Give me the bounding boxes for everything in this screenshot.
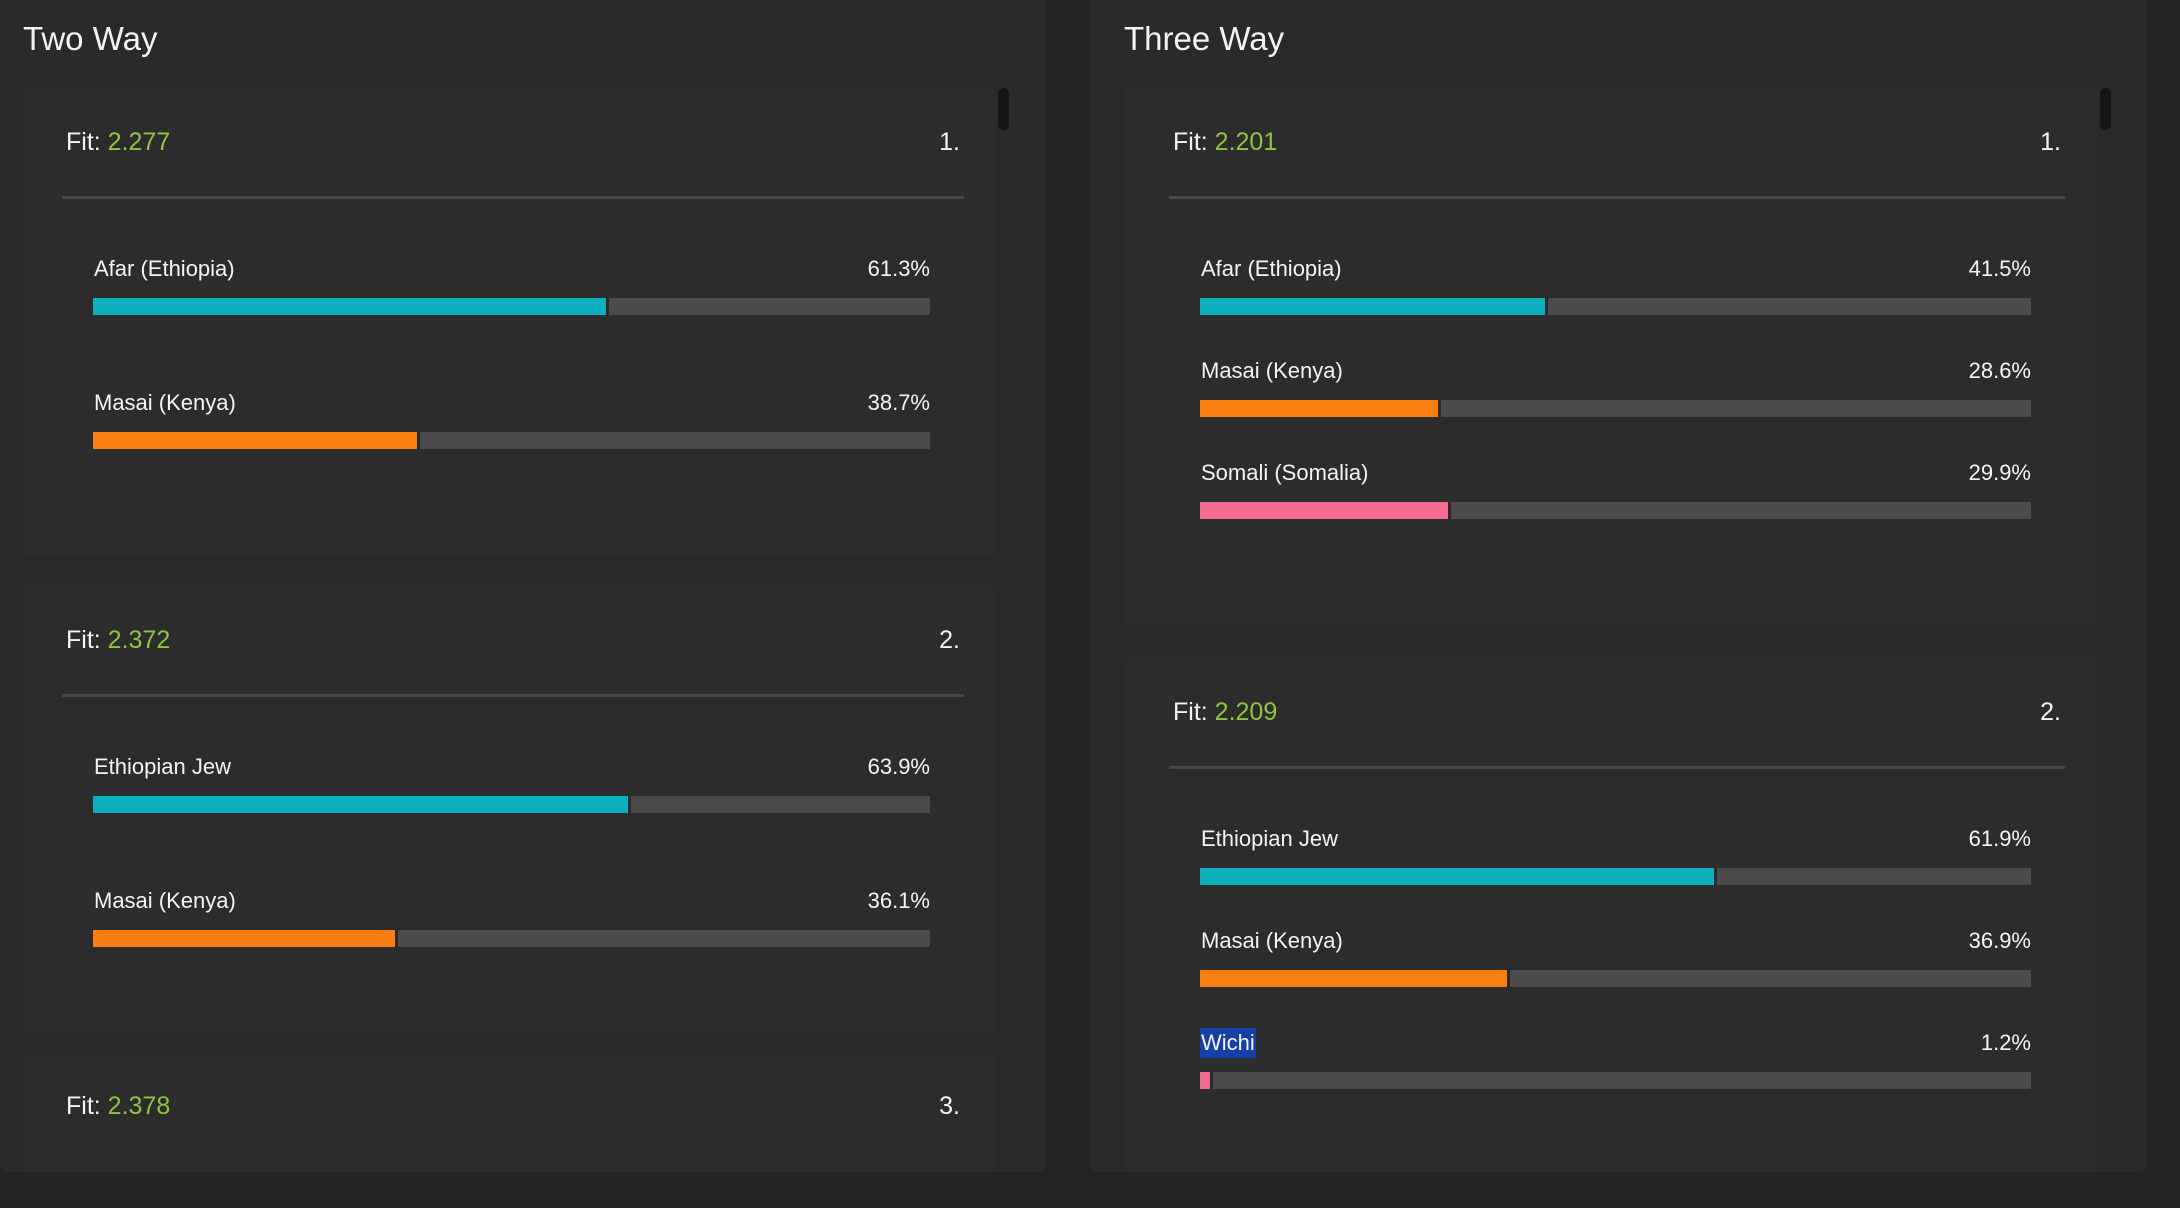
fit-value: 2.378 <box>107 1092 171 1120</box>
two-way-results-list[interactable]: Fit: 2.277 1. Afar (Ethiopia) 61.3% Masai (K… <box>18 84 1018 1172</box>
population-row: Afar (Ethiopia) 61.3% <box>93 254 930 324</box>
progress-fill <box>1200 400 1441 417</box>
fit-row: Fit: 2.378 3. <box>66 1092 960 1128</box>
population-row: Masai (Kenya) 36.1% <box>93 886 930 956</box>
progress-track <box>1200 1072 2031 1089</box>
population-name[interactable]: Wichi <box>1200 1028 1256 1058</box>
result-card: Fit: 2.201 1. Afar (Ethiopia) 41.5% Masai (K… <box>1125 86 2097 626</box>
progress-fill <box>93 930 399 947</box>
progress-track <box>1200 298 2031 315</box>
fit-row: Fit: 2.209 2. <box>1173 698 2061 734</box>
population-name[interactable]: Afar (Ethiopia) <box>1201 256 1342 281</box>
population-name[interactable]: Masai (Kenya) <box>94 390 236 415</box>
three-way-scrollbar[interactable] <box>2100 88 2111 130</box>
population-percent: 28.6% <box>1968 358 2031 383</box>
progress-track <box>1200 400 2031 417</box>
progress-track <box>1200 970 2031 987</box>
population-name[interactable]: Masai (Kenya) <box>1201 358 1343 383</box>
fit-label: Fit: <box>1173 698 1208 726</box>
progress-track <box>93 930 930 947</box>
rank-number: 2. <box>2040 698 2061 726</box>
three-way-results-list[interactable]: Fit: 2.201 1. Afar (Ethiopia) 41.5% Masai (K… <box>1125 84 2125 1172</box>
population-row: Somali (Somalia) 29.9% <box>1200 458 2031 528</box>
three-way-panel: Three Way Fit: 2.201 1. Afar (Ethiopia) 41.… <box>1089 0 2147 1172</box>
result-card: Fit: 2.277 1. Afar (Ethiopia) 61.3% Masai (K… <box>18 86 996 556</box>
population-name[interactable]: Ethiopian Jew <box>94 754 231 779</box>
card-divider <box>62 694 964 697</box>
progress-track <box>93 432 930 449</box>
population-row: Afar (Ethiopia) 41.5% <box>1200 254 2031 324</box>
population-percent: 41.5% <box>1968 256 2031 281</box>
population-percent: 38.7% <box>867 390 930 415</box>
fit-value: 2.277 <box>107 128 171 156</box>
progress-fill <box>1200 868 1718 885</box>
progress-track <box>93 796 930 813</box>
card-divider <box>1169 196 2065 199</box>
fit-row: Fit: 2.372 2. <box>66 626 960 662</box>
population-percent: 61.9% <box>1968 826 2031 851</box>
population-percent: 63.9% <box>867 754 930 779</box>
population-percent: 36.9% <box>1968 928 2031 953</box>
progress-fill <box>1200 502 1452 519</box>
population-percent: 29.9% <box>1968 460 2031 485</box>
population-row: Masai (Kenya) 28.6% <box>1200 356 2031 426</box>
fit-label: Fit: <box>1173 128 1208 156</box>
population-name[interactable]: Masai (Kenya) <box>94 888 236 913</box>
fit-row: Fit: 2.201 1. <box>1173 128 2061 164</box>
card-divider <box>62 196 964 199</box>
fit-label: Fit: <box>66 1092 101 1120</box>
fit-label: Fit: <box>66 626 101 654</box>
fit-value: 2.209 <box>1214 698 1278 726</box>
population-percent: 61.3% <box>867 256 930 281</box>
progress-fill <box>1200 970 1510 987</box>
progress-fill <box>93 432 420 449</box>
population-percent: 1.2% <box>1980 1030 2031 1055</box>
population-name[interactable]: Afar (Ethiopia) <box>94 256 235 281</box>
rank-number: 3. <box>939 1092 960 1120</box>
fit-row: Fit: 2.277 1. <box>66 128 960 164</box>
two-way-panel: Two Way Fit: 2.277 1. Afar (Ethiopia) 61.3%… <box>0 0 1046 1172</box>
population-row: Ethiopian Jew 63.9% <box>93 752 930 822</box>
page-footer-area <box>0 1172 2180 1208</box>
progress-fill <box>1200 1072 1213 1089</box>
progress-track <box>93 298 930 315</box>
fit-value: 2.372 <box>107 626 171 654</box>
rank-number: 2. <box>939 626 960 654</box>
progress-track <box>1200 868 2031 885</box>
population-row: Masai (Kenya) 38.7% <box>93 388 930 458</box>
fit-value: 2.201 <box>1214 128 1278 156</box>
population-name[interactable]: Ethiopian Jew <box>1201 826 1338 851</box>
population-row: Wichi 1.2% <box>1200 1028 2031 1098</box>
progress-track <box>1200 502 2031 519</box>
progress-fill <box>1200 298 1548 315</box>
rank-number: 1. <box>2040 128 2061 156</box>
result-card: Fit: 2.372 2. Ethiopian Jew 63.9% Masai (Ken… <box>18 584 996 1034</box>
progress-fill <box>93 298 610 315</box>
card-divider <box>1169 766 2065 769</box>
population-row: Masai (Kenya) 36.9% <box>1200 926 2031 996</box>
two-way-title: Two Way <box>23 20 158 57</box>
result-card: Fit: 2.378 3. <box>18 1050 996 1172</box>
population-row: Ethiopian Jew 61.9% <box>1200 824 2031 894</box>
fit-label: Fit: <box>66 128 101 156</box>
result-card: Fit: 2.209 2. Ethiopian Jew 61.9% Masai (Ken… <box>1125 656 2097 1172</box>
two-way-scrollbar[interactable] <box>998 88 1009 130</box>
progress-fill <box>93 796 631 813</box>
rank-number: 1. <box>939 128 960 156</box>
population-name[interactable]: Somali (Somalia) <box>1201 460 1369 485</box>
population-name[interactable]: Masai (Kenya) <box>1201 928 1343 953</box>
population-percent: 36.1% <box>867 888 930 913</box>
three-way-title: Three Way <box>1124 20 1285 57</box>
